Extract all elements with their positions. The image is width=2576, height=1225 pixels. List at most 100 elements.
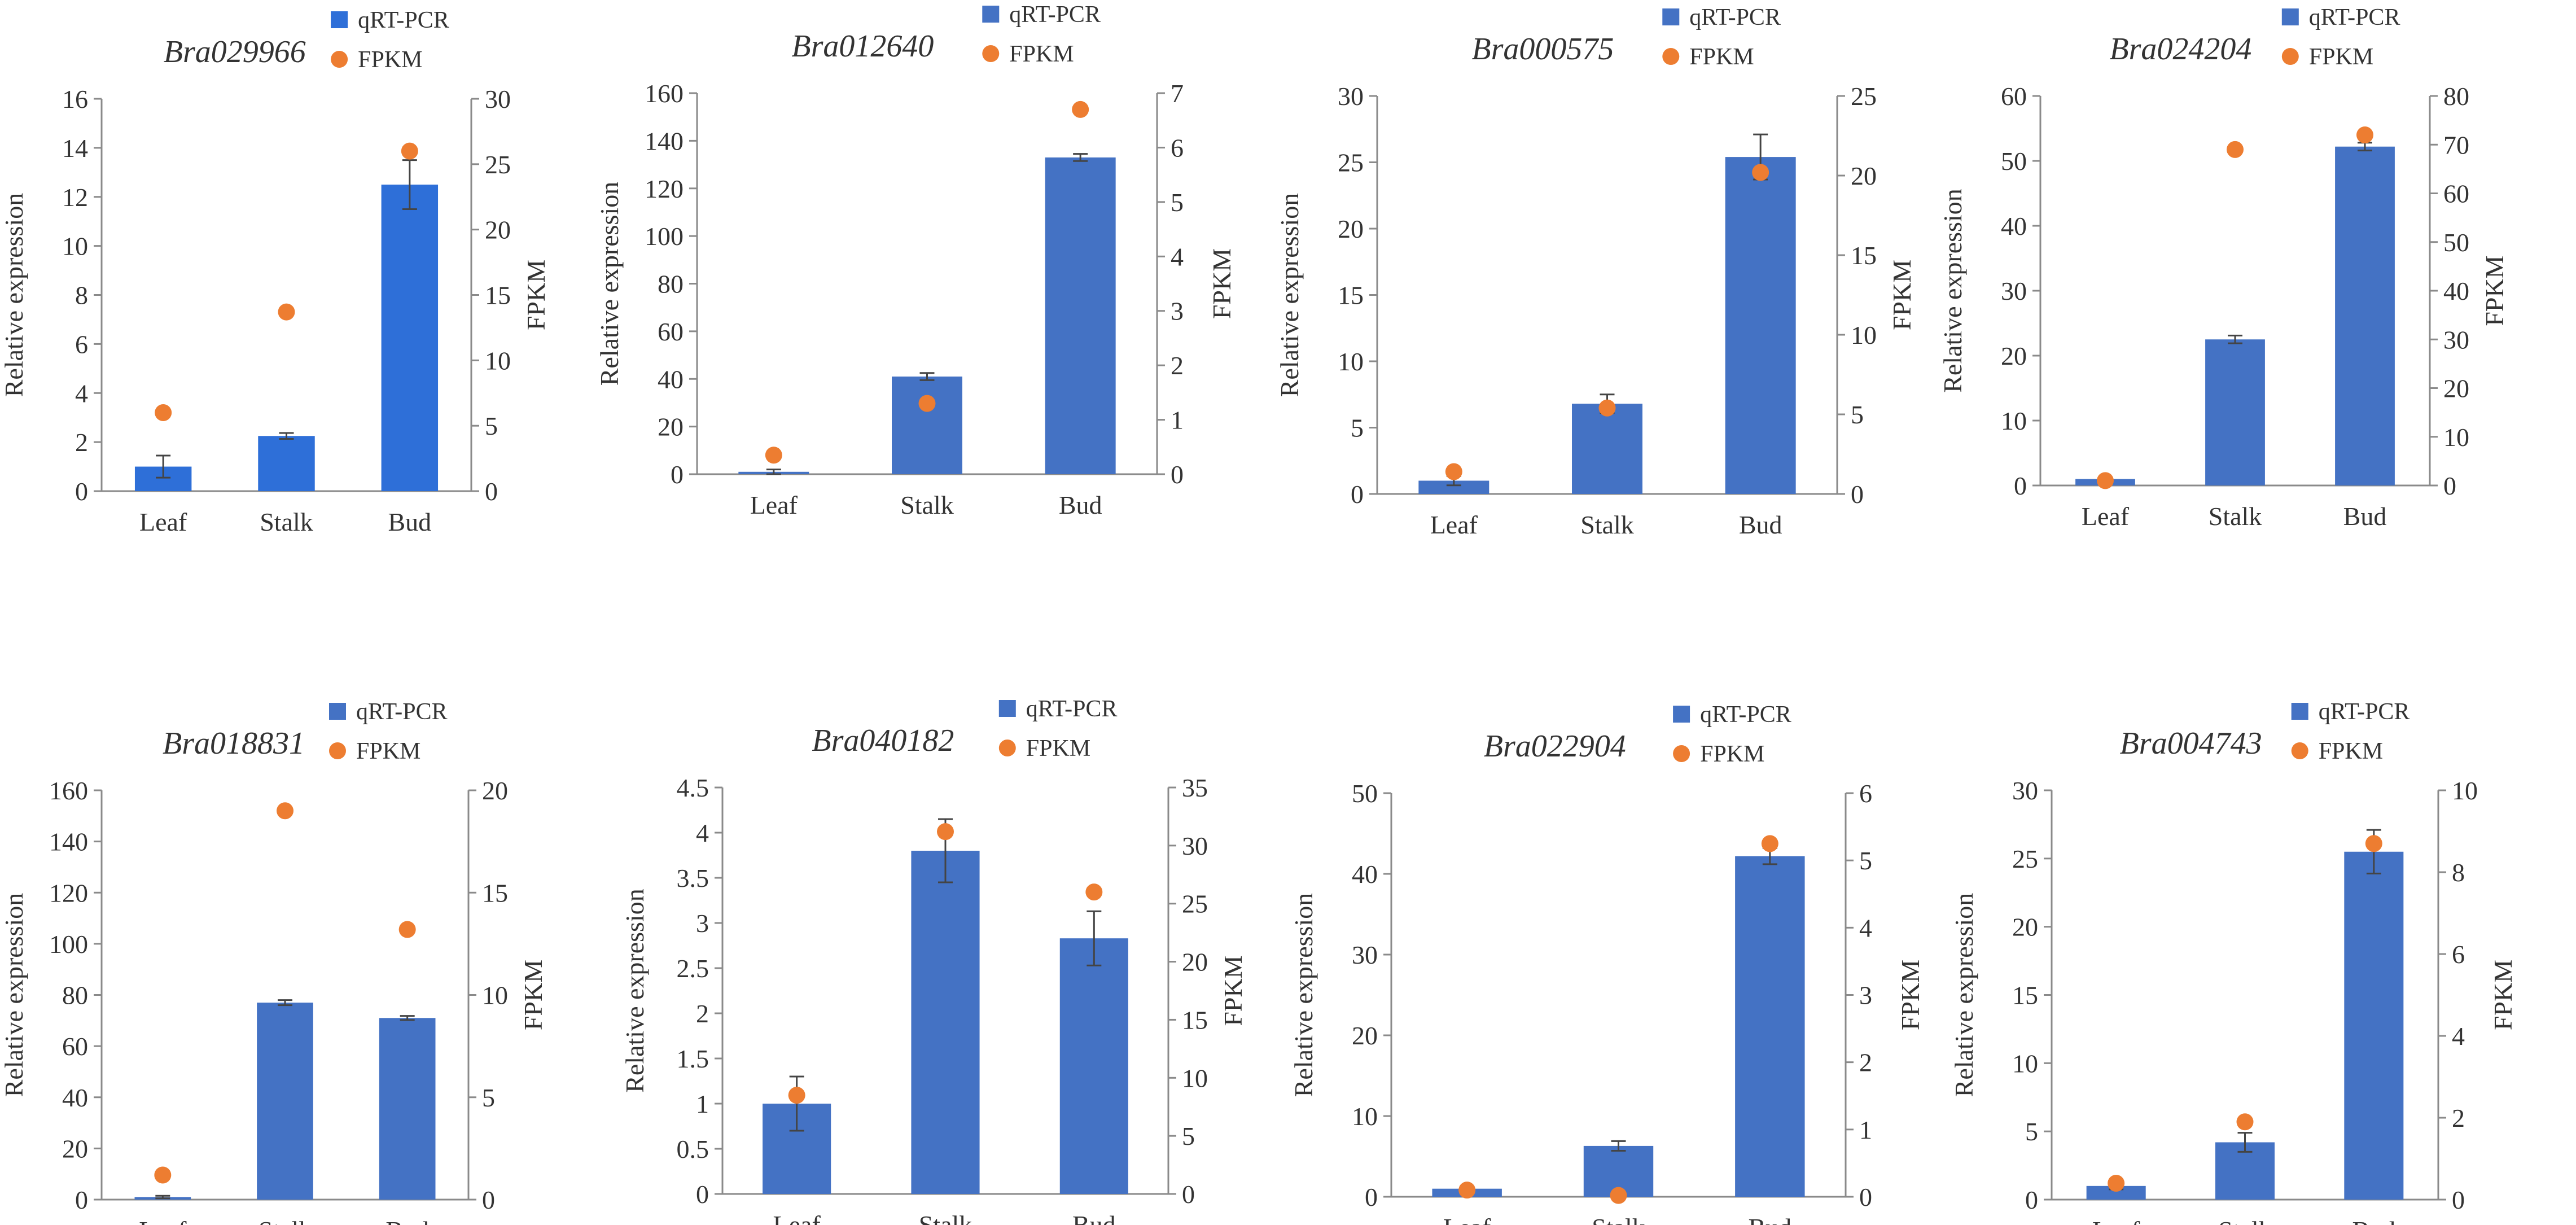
y2-tick-label: 60 — [2443, 180, 2469, 208]
fpkm-point — [788, 1087, 805, 1104]
x-tick-label: Leaf — [1443, 1213, 1491, 1225]
y-tick-label: 80 — [658, 270, 684, 299]
y-tick-label: 3 — [696, 909, 709, 938]
y2-tick-label: 2 — [2452, 1104, 2465, 1132]
y2-tick-label: 50 — [2443, 228, 2469, 257]
y2-tick-label: 15 — [485, 281, 511, 310]
y2-tick-label: 20 — [482, 776, 508, 805]
y2-tick-label: 10 — [1182, 1064, 1208, 1092]
legend-swatch-bar — [331, 11, 348, 28]
error-bar — [1087, 910, 1102, 966]
legend-swatch-point — [2291, 742, 2308, 759]
y2-tick-label: 5 — [1851, 400, 1864, 429]
bar — [2344, 851, 2404, 1200]
bar — [1735, 856, 1805, 1197]
legend-swatch-bar — [329, 703, 346, 720]
y-tick-label: 0 — [2014, 471, 2027, 500]
y-tick-label: 0 — [75, 1185, 88, 1214]
y-tick-label: 10 — [2012, 1049, 2038, 1078]
chart-panel: 0 10 20 30 40 50 0 1 2 3 4 5 6 Relative expression FPK… — [1289, 702, 1925, 1225]
y-tick-label: 0 — [2025, 1185, 2038, 1214]
y-tick-label: 1 — [696, 1090, 709, 1118]
x-tick-label: Bud — [1748, 1213, 1791, 1225]
y-tick-label: 60 — [62, 1032, 88, 1061]
y-tick-label: 40 — [62, 1083, 88, 1112]
y-tick-label: 40 — [1352, 860, 1378, 889]
legend-swatch-bar — [998, 700, 1016, 717]
bar — [892, 377, 962, 474]
bar — [381, 185, 439, 491]
y2-tick-label: 3 — [1859, 981, 1872, 1010]
y2-axis-label: FPKM — [519, 960, 547, 1030]
y2-tick-label: 80 — [2443, 82, 2469, 111]
bar — [2335, 146, 2395, 485]
legend-label: FPKM — [356, 738, 420, 764]
y-tick-label: 0.5 — [677, 1135, 709, 1163]
chart-title: Bra029966 — [164, 34, 306, 69]
fpkm-point — [937, 823, 954, 841]
y-tick-label: 120 — [645, 174, 684, 203]
y-tick-label: 20 — [658, 413, 684, 441]
error-bar — [279, 432, 294, 440]
y2-tick-label: 0 — [1182, 1180, 1195, 1209]
x-tick-label: Bud — [1072, 1210, 1116, 1225]
y-axis-label: Relative expression — [620, 889, 649, 1093]
y2-tick-label: 0 — [2452, 1185, 2465, 1214]
y2-tick-label: 0 — [482, 1185, 495, 1214]
chart-title: Bra040182 — [812, 723, 954, 758]
y-tick-label: 8 — [75, 281, 88, 310]
fpkm-point — [1761, 835, 1778, 852]
chart-title: Bra004743 — [2120, 726, 2262, 761]
x-tick-label: Stalk — [900, 491, 954, 519]
y2-tick-label: 10 — [1851, 321, 1877, 349]
fpkm-point — [2108, 1175, 2125, 1192]
bar — [258, 436, 315, 491]
y-tick-label: 16 — [62, 85, 88, 113]
y-tick-label: 120 — [49, 878, 88, 907]
y2-tick-label: 20 — [1851, 161, 1877, 190]
chart-title: Bra018831 — [163, 726, 305, 761]
y-tick-label: 10 — [1352, 1102, 1378, 1131]
fpkm-point — [1610, 1187, 1627, 1204]
y2-tick-label: 10 — [482, 981, 508, 1010]
y2-tick-label: 0 — [2443, 471, 2456, 500]
bar — [257, 1003, 313, 1200]
y-tick-label: 20 — [2012, 913, 2038, 942]
chart-panel: 0 5 10 15 20 25 30 0 5 10 15 20 25 Relative expressio… — [1275, 5, 1916, 539]
y2-tick-label: 25 — [1851, 82, 1877, 111]
fpkm-point — [401, 142, 418, 160]
y-tick-label: 140 — [49, 828, 88, 856]
y2-tick-label: 30 — [485, 85, 511, 113]
fpkm-point — [2097, 472, 2114, 489]
y-tick-label: 0 — [696, 1180, 709, 1209]
y2-tick-label: 70 — [2443, 130, 2469, 159]
y-tick-label: 20 — [2001, 342, 2027, 370]
legend-label: FPKM — [2319, 738, 2383, 764]
x-tick-label: Stalk — [260, 508, 313, 536]
y-tick-label: 30 — [1338, 82, 1364, 111]
bar — [1045, 157, 1116, 474]
x-tick-label: Bud — [1059, 491, 1102, 519]
y2-axis-label: FPKM — [522, 260, 550, 330]
y-tick-label: 160 — [49, 776, 88, 805]
y2-tick-label: 4 — [1171, 242, 1184, 271]
y-tick-label: 50 — [2001, 147, 2027, 176]
y2-tick-label: 10 — [2452, 776, 2478, 805]
error-bar — [156, 454, 171, 479]
fpkm-point — [1085, 883, 1103, 901]
chart-panel: 0 2 4 6 8 10 12 14 16 0 5 10 15 20 25 30 Relative expres… — [0, 7, 550, 536]
x-tick-label: Leaf — [139, 508, 187, 536]
chart-panel: 0 10 20 30 40 50 60 0 10 20 30 40 50 60 70 80 Relative e… — [1938, 5, 2509, 531]
legend-label: qRT-PCR — [356, 699, 448, 725]
fpkm-point — [1072, 100, 1089, 118]
y2-tick-label: 1 — [1859, 1115, 1872, 1144]
legend-swatch-point — [331, 51, 348, 68]
y-tick-label: 15 — [2012, 981, 2038, 1010]
y-tick-label: 30 — [2001, 277, 2027, 305]
y2-tick-label: 0 — [485, 477, 498, 506]
x-tick-label: Stalk — [2218, 1216, 2272, 1225]
error-bar — [766, 469, 781, 475]
y-tick-label: 80 — [62, 981, 88, 1010]
y-tick-label: 12 — [62, 183, 88, 212]
y-tick-label: 60 — [2001, 82, 2027, 111]
